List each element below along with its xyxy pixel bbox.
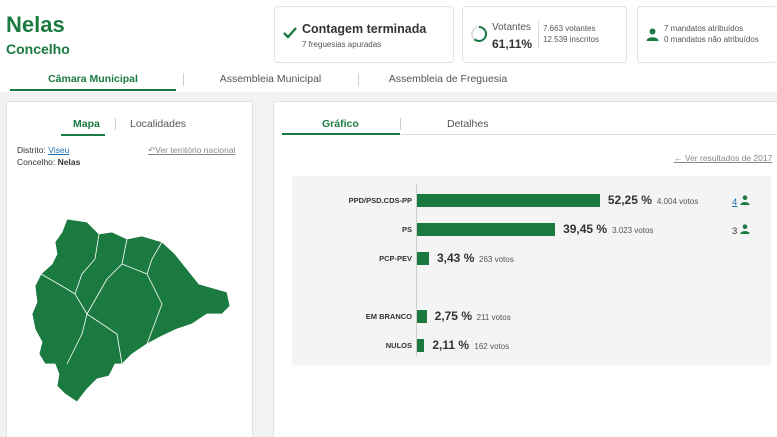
bar-votes-label: 211 votos xyxy=(476,313,511,322)
bar-votes-label: 263 votos xyxy=(479,255,514,264)
page-subtitle: Concelho xyxy=(6,41,70,57)
turnout-ring-icon xyxy=(471,26,487,42)
bar[interactable] xyxy=(417,194,600,207)
turnout-percent: 61,11% xyxy=(492,37,533,51)
tab-detalhes[interactable]: Detalhes xyxy=(447,118,489,130)
tab-assembleia-municipal[interactable]: Assembleia Municipal xyxy=(219,73,322,85)
previous-results-label: Ver resultados de 2017 xyxy=(684,153,773,163)
national-territory-link[interactable]: ↶Ver território nacional xyxy=(148,145,235,156)
tab-assembleia-freguesia[interactable]: Assembleia de Freguesia xyxy=(388,73,508,85)
bar-label: PPD/PSD.CDS-PP xyxy=(348,196,412,205)
person-icon xyxy=(740,195,750,205)
checkmark-icon xyxy=(283,27,297,39)
tab-grafico[interactable]: Gráfico xyxy=(322,118,359,130)
turnout-card: Votantes 61,11% 7.663 votantes 12.539 in… xyxy=(462,6,627,63)
count-status-title: Contagem terminada xyxy=(302,22,427,36)
bar-label: PCP-PEV xyxy=(379,254,412,263)
bar-votes-label: 4.004 votos xyxy=(656,197,699,206)
count-status-card: Contagem terminada 7 freguesias apuradas xyxy=(274,6,454,63)
bar-votes-label: 162 votos xyxy=(474,342,510,351)
arrow-left-icon: ← xyxy=(674,153,685,163)
bar-mandates[interactable]: 4 xyxy=(732,195,750,208)
tab-mapa[interactable]: Mapa xyxy=(73,118,100,130)
bar-label: NULOS xyxy=(385,341,412,350)
mandates-unassigned: 0 mandatos não atribuídos xyxy=(664,35,759,44)
chart-axis xyxy=(416,184,417,356)
bar-percent-label: 39,45 % xyxy=(563,222,608,236)
count-status-subtitle: 7 freguesias apuradas xyxy=(302,40,382,49)
mandates-assigned: 7 mandatos atribuídos xyxy=(664,24,744,33)
bar[interactable] xyxy=(417,339,425,352)
district-label: Distrito: xyxy=(17,145,46,155)
subtab-baseline xyxy=(400,134,777,135)
tab-separator xyxy=(358,73,359,86)
voters-count: 7.663 votantes xyxy=(543,24,596,33)
parish-border xyxy=(146,241,163,275)
bar-percent-label: 52,25 % xyxy=(607,193,652,207)
county-info: Concelho: Nelas xyxy=(17,157,80,167)
bar-label: PS xyxy=(401,225,412,234)
mandates-card: 7 mandatos atribuídos 0 mandatos não atr… xyxy=(637,6,777,63)
bar-percent-label: 2,75 % xyxy=(434,309,472,323)
subtab-indicator xyxy=(61,134,105,136)
bar[interactable] xyxy=(417,310,427,323)
county-map xyxy=(31,218,231,403)
county-label: Concelho: xyxy=(17,157,56,167)
bar-mandates-count: 3 xyxy=(732,226,738,237)
subtab-separator xyxy=(400,118,401,130)
subtab-separator xyxy=(115,118,116,130)
bar[interactable] xyxy=(417,252,429,265)
bar-percent-label: 3,43 % xyxy=(437,251,475,265)
active-tab-indicator xyxy=(10,89,176,91)
parish-border xyxy=(86,313,123,365)
bar-mandates: 3 xyxy=(732,224,750,237)
bar-mandates-count: 4 xyxy=(732,197,738,208)
county-map-shape[interactable] xyxy=(31,218,231,403)
parish-border xyxy=(40,273,76,295)
page-title: Nelas xyxy=(6,12,65,37)
tab-camara-municipal[interactable]: Câmara Municipal xyxy=(48,73,138,85)
turnout-label: Votantes xyxy=(492,22,531,33)
person-icon xyxy=(646,28,659,41)
district-info: Distrito: Viseu xyxy=(17,145,69,155)
tab-localidades[interactable]: Localidades xyxy=(130,118,187,130)
national-territory-label: Ver território nacional xyxy=(155,145,236,155)
bar-percent-label: 2,11 % xyxy=(432,338,470,352)
bar-label: EM BRANCO xyxy=(365,312,412,321)
bar[interactable] xyxy=(417,223,556,236)
parish-border xyxy=(121,263,163,345)
results-panel: Gráfico Detalhes ← Ver resultados de 201… xyxy=(273,101,777,437)
tab-separator xyxy=(183,73,184,86)
subtab-indicator xyxy=(282,133,400,135)
registered-count: 12.539 inscritos xyxy=(543,35,600,44)
turnout-divider xyxy=(538,21,539,49)
previous-results-link[interactable]: ← Ver resultados de 2017 xyxy=(674,153,772,163)
parish-border xyxy=(86,238,128,315)
county-value: Nelas xyxy=(57,157,81,167)
map-panel: Mapa Localidades Distrito: Viseu Concelh… xyxy=(6,101,253,437)
person-icon xyxy=(740,224,750,234)
bar-votes-label: 3.023 votos xyxy=(612,226,654,235)
results-chart: PPD/PSD.CDS-PP 52,25 % 4.004 votos 4 PS 39,45… xyxy=(292,176,771,365)
undo-arrow-icon: ↶ xyxy=(148,145,156,155)
district-link[interactable]: Viseu xyxy=(48,145,70,155)
